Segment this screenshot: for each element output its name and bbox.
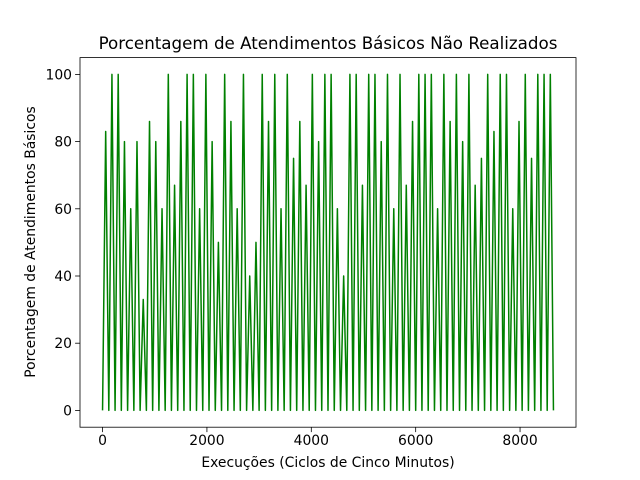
y-tick-label: 20	[54, 336, 72, 352]
x-axis-label: Execuções (Ciclos de Cinco Minutos)	[201, 455, 454, 471]
x-tick-label: 2000	[189, 433, 224, 449]
plot-frame	[79, 57, 577, 428]
y-axis-label: Porcentagem de Atendimentos Básicos	[23, 106, 39, 378]
x-tick-label: 8000	[502, 433, 537, 449]
y-tick-label: 60	[54, 202, 72, 218]
x-tick-label: 0	[98, 433, 107, 449]
y-tick-label: 40	[54, 269, 72, 285]
y-tick-label: 0	[63, 403, 72, 419]
chart-title: Porcentagem de Atendimentos Básicos Não …	[99, 33, 558, 53]
x-tick-label: 6000	[398, 433, 433, 449]
x-tick-label: 4000	[294, 433, 329, 449]
data-line	[101, 73, 555, 412]
y-tick-label: 100	[45, 67, 72, 83]
y-tick-label: 80	[54, 135, 72, 151]
